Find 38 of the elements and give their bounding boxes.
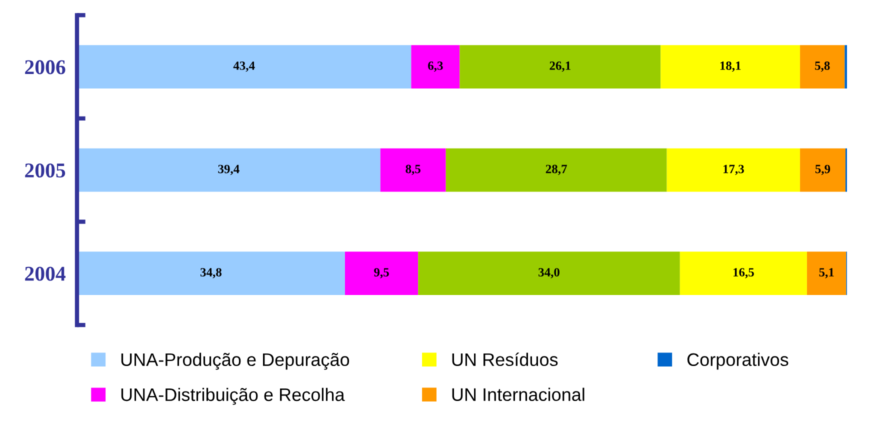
data-label: 5,8 [815, 61, 830, 72]
data-label: 5,1 [819, 268, 834, 278]
bar [344, 252, 418, 296]
bar [380, 148, 446, 192]
bar [460, 45, 661, 88]
data-label: 18,1 [720, 61, 741, 72]
data-label: 17,3 [723, 164, 744, 176]
bar [806, 252, 846, 296]
y-tick-label: 2006 [25, 60, 66, 74]
data-label: 34,8 [200, 268, 222, 278]
bar [77, 45, 412, 88]
legend-label: UNA-Distribuição e Recolha [121, 388, 345, 405]
data-label: 39,4 [218, 164, 240, 176]
legend-label: UN Internacional [452, 388, 584, 402]
bar [77, 252, 345, 296]
bar [411, 45, 460, 88]
bar [680, 252, 807, 296]
y-tick-label: 2004 [25, 266, 66, 281]
data-label: 6,3 [428, 62, 443, 72]
bar [666, 148, 800, 192]
y-tick-label: 2005 [25, 163, 66, 178]
legend-label: UNA-Produção e Depuração [121, 352, 350, 370]
data-label: 26,1 [550, 62, 570, 72]
bar [77, 148, 380, 192]
bar [418, 252, 680, 296]
bar [446, 148, 667, 192]
data-label: 16,5 [734, 268, 754, 278]
bar [800, 45, 845, 88]
bar [800, 148, 846, 192]
data-label: 5,9 [815, 164, 830, 176]
bar [660, 45, 800, 88]
data-label: 28,7 [546, 164, 567, 176]
data-label: 43,4 [233, 62, 255, 72]
legend-label: UN Resíduos [452, 352, 558, 366]
legend-label: Corporativos [687, 352, 788, 370]
data-label: 9,5 [374, 268, 389, 278]
data-label: 34,0 [538, 268, 560, 278]
data-label: 8,5 [406, 164, 420, 176]
